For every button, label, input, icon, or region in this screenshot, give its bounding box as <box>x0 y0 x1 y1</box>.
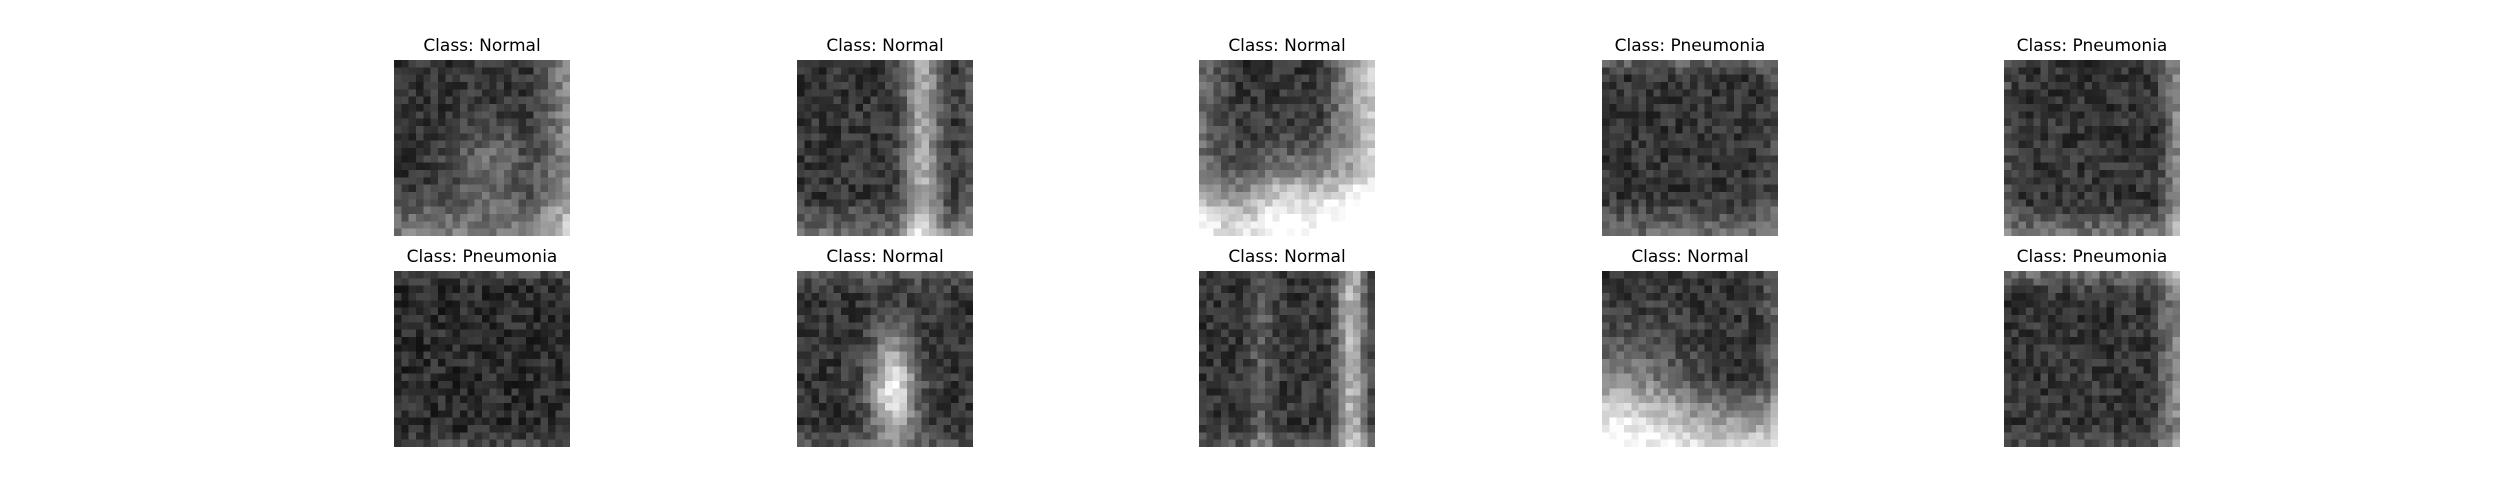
image-panel-9: Class: Normal <box>1602 247 1778 455</box>
image-panel-1: Class: Normal <box>394 36 570 244</box>
panel-title: Class: Normal <box>826 36 944 56</box>
panel-title: Class: Pneumonia <box>2016 247 2168 267</box>
image-panel-8: Class: Normal <box>1199 247 1375 455</box>
image-panel-10: Class: Pneumonia <box>2004 247 2180 455</box>
panel-title: Class: Normal <box>1228 36 1346 56</box>
image-panel-2: Class: Normal <box>797 36 973 244</box>
chest-xray-image <box>1199 60 1375 236</box>
image-panel-6: Class: Pneumonia <box>394 247 570 455</box>
chest-xray-image <box>1602 271 1778 447</box>
image-panel-5: Class: Pneumonia <box>2004 36 2180 244</box>
chest-xray-image <box>797 271 973 447</box>
panel-title: Class: Pneumonia <box>2016 36 2168 56</box>
chest-xray-image <box>2004 271 2180 447</box>
panel-title: Class: Pneumonia <box>1614 36 1766 56</box>
chest-xray-image <box>394 60 570 236</box>
panel-title: Class: Normal <box>1631 247 1749 267</box>
panel-title: Class: Normal <box>826 247 944 267</box>
chest-xray-image <box>1602 60 1778 236</box>
chest-xray-image <box>2004 60 2180 236</box>
panel-title: Class: Normal <box>1228 247 1346 267</box>
image-panel-7: Class: Normal <box>797 247 973 455</box>
image-panel-3: Class: Normal <box>1199 36 1375 244</box>
chest-xray-image <box>394 271 570 447</box>
panel-title: Class: Pneumonia <box>406 247 558 267</box>
panel-title: Class: Normal <box>423 36 541 56</box>
chest-xray-image <box>1199 271 1375 447</box>
chest-xray-image <box>797 60 973 236</box>
image-panel-4: Class: Pneumonia <box>1602 36 1778 244</box>
